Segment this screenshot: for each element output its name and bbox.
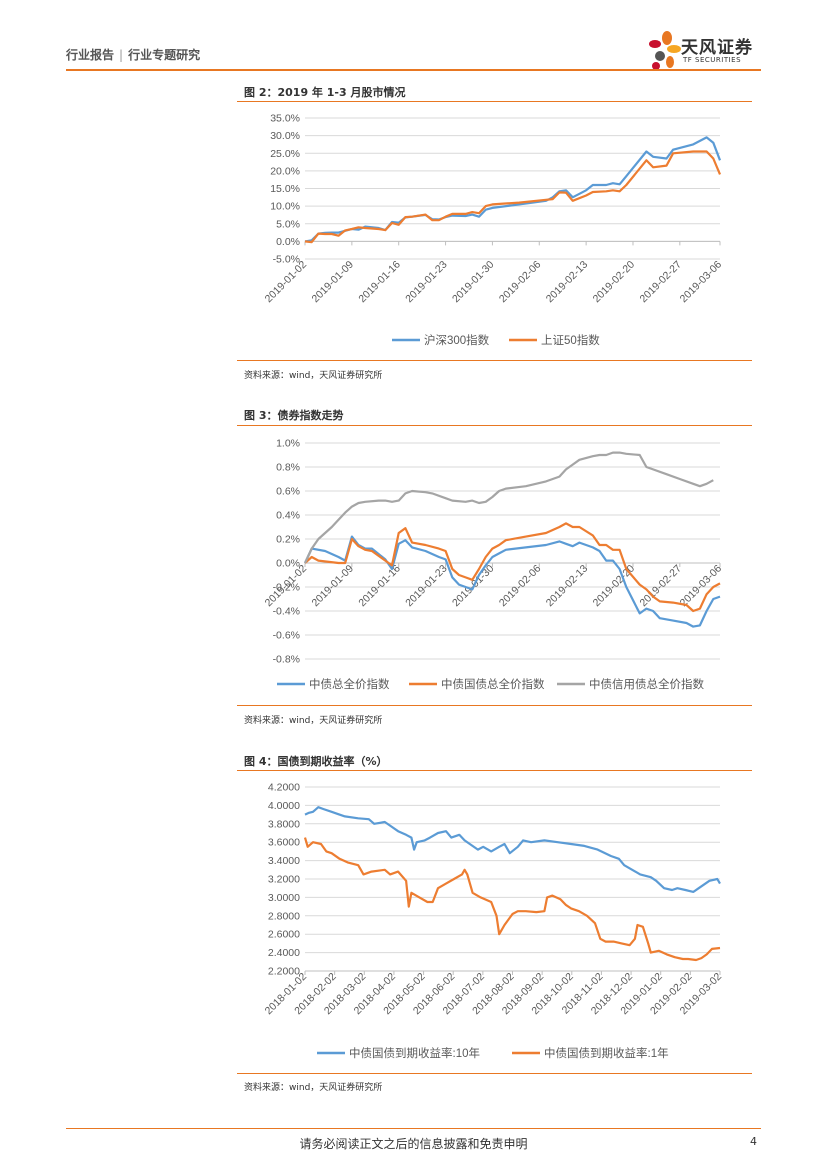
y-tick-label: 0.0%: [276, 236, 300, 248]
y-tick-label: 20.0%: [270, 165, 300, 177]
legend-label: 上证50指数: [541, 333, 600, 347]
series-line: [304, 806, 721, 894]
y-tick-label: 5.0%: [276, 218, 300, 230]
figure-3-top-rule: [237, 425, 752, 426]
x-tick-label: 2019-02-06: [497, 259, 544, 306]
x-tick-label: 2019-01-23: [403, 563, 450, 610]
stock-index-chart: -5.0% 0.0% 5.0% 10.0% 15.0% 20.0% 25.0% 30.0% 35…: [263, 113, 725, 348]
x-tick-label: 2019-02-06: [497, 563, 544, 610]
y-tick-label: 35.0%: [270, 113, 300, 125]
y-tick-label: 3.0000: [268, 892, 300, 904]
doc-subtype: 行业专题研究: [128, 48, 201, 62]
y-tick-label: 0.6%: [276, 486, 300, 498]
y-tick-label: -5.0%: [273, 254, 300, 266]
x-tick-label: 2019-02-13: [544, 259, 591, 306]
x-tick-label: 2019-02-20: [591, 259, 638, 306]
x-tick-label: 2019-01-16: [356, 563, 403, 610]
legend-label: 中债信用债总全价指数: [589, 677, 704, 691]
series-line: [304, 150, 722, 244]
logo-sub: TF SECURITIES: [683, 56, 742, 64]
y-tick-label: 3.6000: [268, 837, 300, 849]
figure-4-bottom-rule: [237, 1073, 752, 1074]
series-line: [304, 522, 721, 613]
figure-2-source: 资料来源：wind，天风证券研究所: [244, 371, 383, 381]
x-tick-label: 2019-01-30: [450, 259, 497, 306]
y-tick-label: -0.8%: [273, 654, 300, 666]
logo-mark-icon: [649, 31, 681, 70]
legend-label: 中债总全价指数: [309, 677, 390, 691]
y-tick-label: 1.0%: [276, 438, 300, 450]
report-header: 行业报告 | 行业专题研究: [66, 46, 200, 63]
x-tick-label: 2019-03-06: [678, 259, 725, 306]
disclaimer-text: 请务必阅读正文之后的信息披露和免责申明: [299, 1137, 528, 1151]
y-tick-label: -0.6%: [273, 630, 300, 642]
y-tick-label: 4.0000: [268, 800, 300, 812]
figure-3-title: 图 3：债券指数走势: [244, 409, 344, 422]
y-tick-label: 0.8%: [276, 462, 300, 474]
y-tick-label: 0.0%: [276, 558, 300, 570]
page-number: 4: [750, 1135, 757, 1148]
figure-2-bottom-rule: [237, 360, 752, 361]
header-divider: [66, 69, 761, 71]
y-tick-label: 3.8000: [268, 818, 300, 830]
figure-4-title: 图 4：国债到期收益率（%）: [244, 755, 388, 768]
bond-index-chart: -0.8% -0.6% -0.4% -0.2% 0.0% 0.2% 0.4% 0.6% 0.8%…: [263, 438, 725, 692]
y-tick-label: 10.0%: [270, 201, 300, 213]
company-logo: 天风证券 TF SECURITIES: [648, 30, 768, 72]
y-tick-label: 15.0%: [270, 183, 300, 195]
y-tick-label: 0.4%: [276, 510, 300, 522]
figure-4-source: 资料来源：wind，天风证券研究所: [244, 1083, 383, 1093]
figure-2-title: 图 2：2019 年 1-3 月股市情况: [244, 86, 406, 99]
treasury-yield-chart: 2.2000 2.4000 2.6000 2.8000 3.0000 3.2000 3.40…: [263, 782, 725, 1061]
x-tick-label: 2019-01-09: [310, 259, 357, 306]
x-tick-label: 2019-01-02: [263, 259, 310, 306]
legend-label: 沪深300指数: [424, 333, 490, 347]
x-tick-label: 2019-01-16: [356, 259, 403, 306]
x-tick-label: 2019-02-27: [637, 259, 684, 306]
y-tick-label: 4.2000: [268, 782, 300, 794]
series-line: [303, 837, 721, 962]
y-tick-label: 3.4000: [268, 855, 300, 867]
y-tick-label: 2.4000: [268, 947, 300, 959]
logo-name: 天风证券: [681, 38, 753, 58]
header-separator: |: [119, 48, 124, 62]
x-tick-label: 2019-01-02: [263, 563, 310, 610]
y-tick-label: 2.6000: [268, 929, 300, 941]
y-tick-label: 0.2%: [276, 534, 300, 546]
y-tick-label: -0.2%: [273, 582, 300, 594]
footer-divider: [66, 1128, 761, 1129]
x-tick-label: 2019-01-23: [403, 259, 450, 306]
series-line: [304, 136, 722, 243]
figure-3-source: 资料来源：wind，天风证券研究所: [244, 716, 383, 726]
legend-label: 中债国债总全价指数: [441, 677, 545, 691]
legend-label: 中债国债到期收益率:1年: [544, 1046, 669, 1060]
x-tick-label: 2019-02-20: [591, 563, 638, 610]
y-tick-label: 3.2000: [268, 874, 300, 886]
y-tick-label: 2.2000: [268, 966, 300, 978]
y-tick-label: -0.4%: [273, 606, 300, 618]
x-tick-label: 2019-02-13: [544, 563, 591, 610]
series-line: [304, 535, 721, 628]
figure-3-bottom-rule: [237, 705, 752, 706]
series-line: [304, 451, 714, 564]
figure-2-top-rule: [237, 101, 752, 102]
y-tick-label: 25.0%: [270, 148, 300, 160]
x-tick-label: 2019-01-09: [310, 563, 357, 610]
y-tick-label: 2.8000: [268, 910, 300, 922]
legend-label: 中债国债到期收益率:10年: [349, 1046, 480, 1060]
figure-4-top-rule: [237, 770, 752, 771]
doc-type: 行业报告: [66, 48, 115, 62]
y-tick-label: 30.0%: [270, 130, 300, 142]
